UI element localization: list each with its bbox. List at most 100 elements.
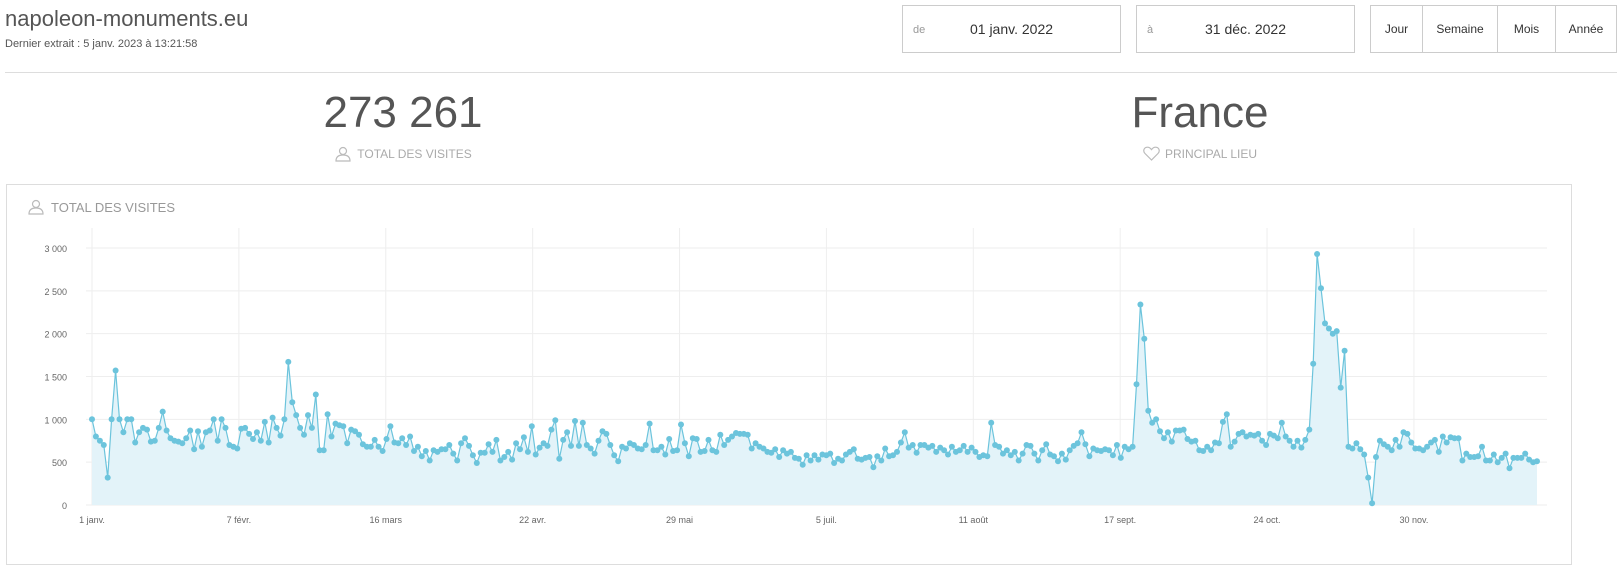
period-month-button[interactable]: Mois <box>1498 6 1556 52</box>
data-point <box>1333 328 1340 335</box>
data-point <box>874 453 881 460</box>
data-point <box>144 426 150 433</box>
data-point <box>827 450 834 457</box>
data-point <box>198 443 205 450</box>
data-point <box>760 445 767 452</box>
data-point <box>1424 443 1431 450</box>
data-point <box>1435 448 1442 455</box>
total-visits-label: TOTAL DES VISITES <box>357 147 472 161</box>
data-point <box>246 430 253 437</box>
period-week-button[interactable]: Semaine <box>1423 6 1498 52</box>
data-point <box>744 431 751 438</box>
data-point <box>352 428 359 435</box>
main-location-caption: PRINCIPAL LIEU <box>1000 146 1400 161</box>
x-tick-label: 16 mars <box>370 515 403 525</box>
data-point <box>996 443 1003 450</box>
data-point <box>894 448 900 455</box>
data-point <box>155 424 162 431</box>
data-point <box>1408 439 1415 446</box>
data-point <box>305 412 311 419</box>
data-point <box>1062 456 1069 463</box>
data-point <box>462 435 468 442</box>
data-point <box>399 435 406 442</box>
data-point <box>630 442 637 448</box>
data-point <box>1353 440 1360 447</box>
data-point <box>1027 442 1034 449</box>
x-tick-label: 5 juil. <box>816 515 837 525</box>
data-point <box>261 418 268 425</box>
data-point <box>253 429 260 436</box>
data-point <box>866 454 873 460</box>
data-point <box>1043 441 1050 448</box>
data-point <box>1274 435 1281 442</box>
data-point <box>206 427 213 434</box>
data-point <box>560 436 567 443</box>
data-point <box>1223 411 1230 418</box>
data-point <box>941 447 948 454</box>
data-point <box>501 454 508 460</box>
data-point <box>383 436 390 442</box>
data-point <box>681 440 688 447</box>
data-point <box>721 442 728 448</box>
data-point <box>1341 347 1348 354</box>
data-point <box>1003 447 1010 454</box>
data-point <box>1298 444 1305 451</box>
data-point <box>281 416 288 423</box>
data-point <box>458 440 465 447</box>
data-point <box>658 443 665 450</box>
data-point <box>1294 437 1301 444</box>
data-point <box>897 439 904 446</box>
data-point <box>1227 443 1234 450</box>
data-point <box>611 452 618 459</box>
data-point <box>187 427 194 434</box>
data-point <box>1322 320 1328 327</box>
data-point <box>717 431 724 438</box>
data-point <box>1318 285 1324 292</box>
data-point <box>878 457 885 464</box>
data-point <box>787 448 794 455</box>
data-point <box>815 456 822 463</box>
data-point <box>638 446 645 453</box>
data-point <box>1373 454 1379 460</box>
data-point <box>92 433 99 440</box>
data-point <box>1255 430 1262 437</box>
data-point <box>568 442 574 449</box>
date-to-field[interactable]: à 31 déc. 2022 <box>1136 5 1355 53</box>
date-to-value: 31 déc. 2022 <box>1205 21 1286 37</box>
data-point <box>1157 428 1163 435</box>
y-tick-label: 0 <box>62 501 67 511</box>
data-point <box>1443 439 1450 446</box>
data-point <box>234 445 241 452</box>
data-point <box>1109 452 1116 459</box>
data-point <box>89 416 95 423</box>
period-day-button[interactable]: Jour <box>1371 6 1423 52</box>
data-point <box>1306 426 1313 433</box>
data-point <box>1506 465 1513 472</box>
data-point <box>870 464 877 471</box>
panel-title-text: TOTAL DES VISITES <box>51 199 176 215</box>
data-point <box>964 448 971 455</box>
visits-chart-panel: TOTAL DES VISITES 0 500 1 000 1 500 2 000 2 5… <box>6 184 1572 565</box>
data-point <box>623 445 629 452</box>
data-point <box>159 408 166 415</box>
date-from-field[interactable]: de 01 janv. 2022 <box>902 5 1121 53</box>
data-point <box>1164 429 1171 436</box>
data-point <box>713 448 720 455</box>
data-point <box>1208 447 1215 454</box>
data-point <box>505 448 512 455</box>
y-tick-label: 3 000 <box>44 244 67 254</box>
data-point <box>532 451 539 458</box>
period-year-button[interactable]: Année <box>1568 22 1604 36</box>
y-tick-label: 2 500 <box>44 287 67 297</box>
data-point <box>1239 429 1246 436</box>
main-location-value: France <box>1131 88 1269 137</box>
data-point <box>587 445 594 452</box>
data-point <box>1015 457 1022 464</box>
data-point <box>642 442 649 448</box>
data-point <box>1494 459 1501 466</box>
total-visits-caption: TOTAL DES VISITES <box>203 146 603 162</box>
data-point <box>591 450 598 457</box>
data-point <box>831 460 838 466</box>
data-point <box>1502 450 1509 457</box>
data-point <box>1431 436 1438 443</box>
